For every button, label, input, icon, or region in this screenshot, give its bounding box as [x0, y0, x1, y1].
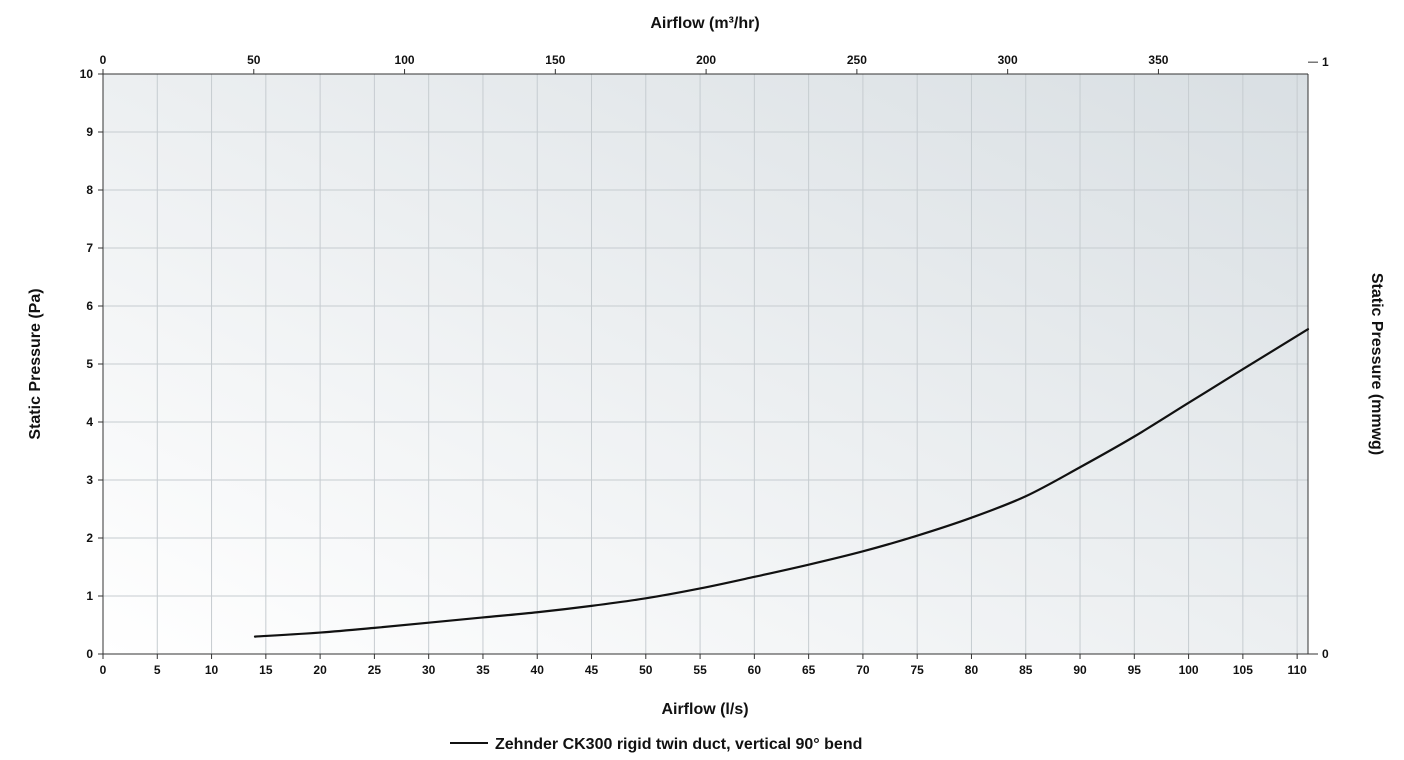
x-bottom-tick-label: 70: [856, 663, 870, 677]
y-left-tick-label: 10: [80, 67, 94, 81]
x-bottom-tick-label: 35: [476, 663, 490, 677]
x-bottom-tick-label: 90: [1073, 663, 1087, 677]
y-left-tick-label: 0: [86, 647, 93, 661]
x-bottom-tick-label: 5: [154, 663, 161, 677]
x-top-tick-label: 250: [847, 53, 867, 67]
x-bottom-tick-label: 20: [313, 663, 327, 677]
x-top-tick-label: 50: [247, 53, 261, 67]
x-top-tick-label: 200: [696, 53, 716, 67]
x-bottom-tick-label: 85: [1019, 663, 1033, 677]
y-left-tick-label: 8: [86, 183, 93, 197]
x-bottom-tick-label: 100: [1179, 663, 1199, 677]
series-layer: [253, 328, 1310, 638]
y-right-tick-label: 0: [1322, 647, 1329, 661]
y-left-tick-label: 1: [86, 589, 93, 603]
x-top-tick-label: 350: [1148, 53, 1168, 67]
y-left-tick-label: 9: [86, 125, 93, 139]
x-top-tick-label: 0: [100, 53, 107, 67]
x-bottom-tick-label: 30: [422, 663, 436, 677]
y-left-tick-label: 6: [86, 299, 93, 313]
x-bottom-tick-label: 65: [802, 663, 816, 677]
x-top-tick-label: 150: [545, 53, 565, 67]
x-bottom-tick-label: 95: [1128, 663, 1142, 677]
x-bottom-tick-label: 0: [100, 663, 107, 677]
y-left-axis-title: Static Pressure (Pa): [27, 288, 44, 439]
y-left-tick-label: 5: [86, 357, 93, 371]
y-right-tick-label: 1: [1322, 55, 1329, 69]
x-bottom-tick-label: 60: [748, 663, 762, 677]
series-line: [253, 328, 1310, 638]
x-bottom-tick-label: 45: [585, 663, 599, 677]
x-bottom-tick-label: 105: [1233, 663, 1253, 677]
y-right-axis-title: Static Pressure (mmwg): [1368, 273, 1385, 455]
x-bottom-axis-title: Airflow (l/s): [661, 701, 748, 718]
x-bottom-tick-label: 110: [1287, 663, 1307, 677]
x-bottom-tick-label: 25: [368, 663, 382, 677]
y-left-tick-label: 7: [86, 241, 93, 255]
y-left-tick-label: 3: [86, 473, 93, 487]
x-bottom-tick-label: 40: [531, 663, 545, 677]
x-top-tick-label: 100: [395, 53, 415, 67]
y-left-tick-label: 2: [86, 531, 93, 545]
x-bottom-tick-label: 50: [639, 663, 653, 677]
x-top-tick-label: 300: [998, 53, 1018, 67]
x-bottom-tick-label: 75: [911, 663, 925, 677]
axes: 0 5 10 15 20 25 30 35 40 45 50 55 60 65 70 75 80 85 90 95 10…: [80, 53, 1329, 677]
x-bottom-tick-label: 55: [693, 663, 707, 677]
y-left-tick-label: 4: [86, 415, 93, 429]
legend: Zehnder CK300 rigid twin duct, vertical …: [450, 736, 862, 753]
x-bottom-tick-label: 80: [965, 663, 979, 677]
legend-label: Zehnder CK300 rigid twin duct, vertical …: [495, 736, 862, 753]
grid: [103, 73, 1308, 654]
x-bottom-tick-label: 15: [259, 663, 273, 677]
x-bottom-tick-label: 10: [205, 663, 219, 677]
x-top-axis-title: Airflow (m³/hr): [650, 15, 759, 32]
